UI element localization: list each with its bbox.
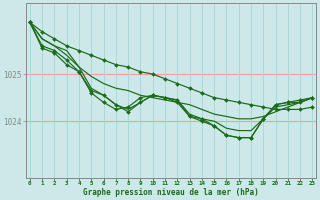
X-axis label: Graphe pression niveau de la mer (hPa): Graphe pression niveau de la mer (hPa) bbox=[83, 188, 259, 197]
